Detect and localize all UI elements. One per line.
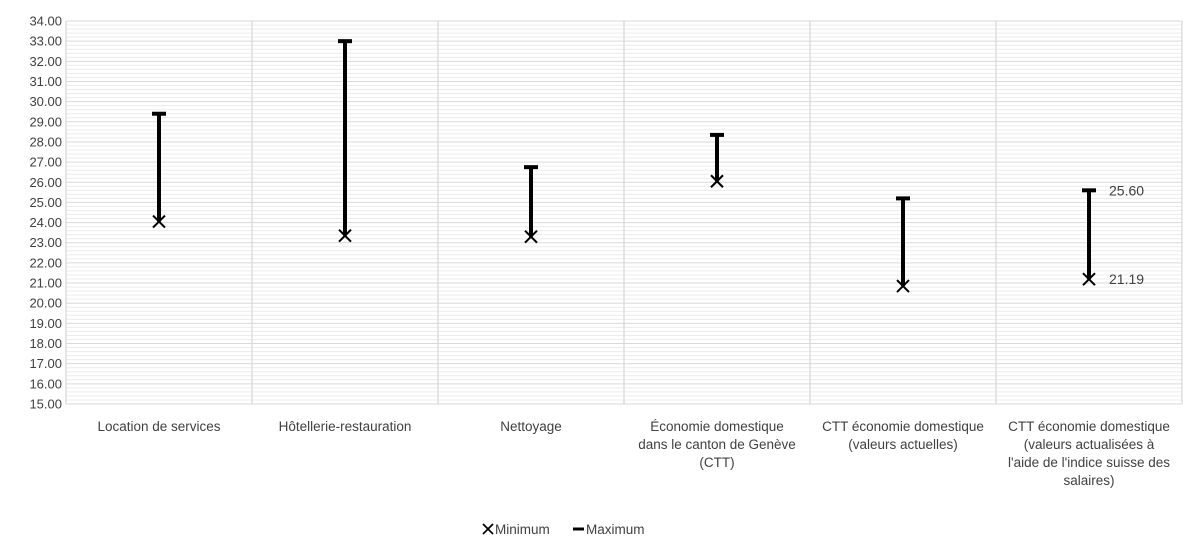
y-tick-label: 29.00 [29, 114, 62, 129]
legend-label-minimum: Minimum [495, 522, 550, 537]
x-tick-label: Économie domestique dans le canton de Gen… [638, 419, 796, 470]
y-tick-label: 23.00 [29, 235, 62, 250]
y-tick-label: 16.00 [29, 376, 62, 391]
y-tick-label: 25.00 [29, 195, 62, 210]
y-tick-label: 15.00 [29, 397, 62, 412]
y-tick-label: 18.00 [29, 336, 62, 351]
x-tick-label: CTT économie domestique (valeurs actuelle… [822, 419, 984, 452]
y-tick-label: 17.00 [29, 356, 62, 371]
y-tick-label: 19.00 [29, 316, 62, 331]
minimum-marker [1082, 272, 1096, 286]
x-tick-label: Hôtellerie-restauration [279, 419, 412, 434]
y-tick-label: 28.00 [29, 134, 62, 149]
data-label: 21.19 [1109, 271, 1144, 287]
y-tick-label: 31.00 [29, 74, 62, 89]
y-tick-label: 30.00 [29, 94, 62, 109]
legend-label-maximum: Maximum [586, 522, 645, 537]
minimum-marker [524, 229, 538, 244]
y-tick-label: 27.00 [29, 155, 62, 170]
minimum-marker [152, 214, 166, 229]
minimum-marker [338, 228, 352, 243]
y-tick-label: 22.00 [29, 255, 62, 270]
minimum-marker [896, 279, 910, 293]
x-tick-label: Location de services [97, 419, 220, 434]
y-tick-label: 21.00 [29, 276, 62, 291]
y-tick-label: 20.00 [29, 296, 62, 311]
y-tick-label: 33.00 [29, 34, 62, 49]
y-tick-label: 32.00 [29, 54, 62, 69]
minimum-marker [710, 174, 724, 188]
legend-minimum-icon [482, 523, 494, 535]
y-tick-label: 24.00 [29, 215, 62, 230]
x-tick-label: Nettoyage [500, 419, 562, 434]
y-tick-label: 26.00 [29, 175, 62, 190]
y-tick-label: 34.00 [29, 14, 62, 29]
x-tick-label: CTT économie domestique (valeurs actualis… [1008, 419, 1170, 488]
data-label: 25.60 [1109, 182, 1144, 198]
